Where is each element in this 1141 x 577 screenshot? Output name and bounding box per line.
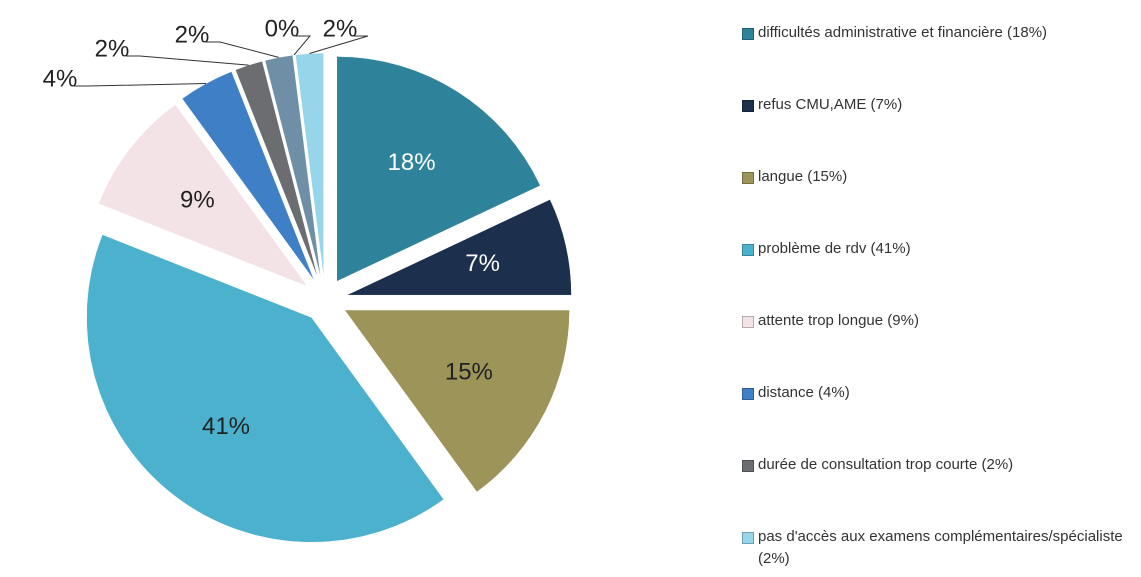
- data-label: 4%: [43, 65, 78, 92]
- legend-label: difficultés administrative et financière…: [758, 24, 1048, 41]
- legend-swatch: [742, 28, 754, 40]
- pie-slice: [346, 199, 572, 296]
- legend-label: refus CMU,AME (7%): [758, 96, 903, 113]
- legend-swatch: [742, 172, 754, 184]
- data-label: 2%: [175, 21, 210, 48]
- legend-swatch: [742, 460, 754, 472]
- legend-swatch: [742, 532, 754, 544]
- legend-label: durée de consultation trop courte (2%): [758, 456, 1014, 473]
- legend-label: attente trop longue (9%): [758, 312, 919, 329]
- legend-item: difficultés administrative et financière…: [742, 22, 1134, 94]
- legend-item: durée de consultation trop courte (2%): [742, 454, 1134, 526]
- pie-slice: [86, 234, 445, 543]
- pie-slice: [181, 71, 315, 281]
- legend-label: langue (15%): [758, 168, 848, 185]
- legend-swatch: [742, 244, 754, 256]
- legend-item: refus CMU,AME (7%): [742, 94, 1134, 166]
- data-label: 15%: [445, 359, 493, 386]
- legend-swatch: [742, 100, 754, 112]
- leader-line: [74, 83, 207, 87]
- legend-label: pas d'accès aux examens complémentaires/…: [758, 528, 1123, 567]
- legend: difficultés administrative et financière…: [742, 22, 1134, 577]
- data-label: 41%: [202, 413, 250, 440]
- legend-item: langue (15%): [742, 166, 1134, 238]
- pie-area: 18% 7% 15% 41% 9% 4% 2% 2% 0% 2%: [43, 15, 572, 543]
- pie-slice: [336, 56, 541, 282]
- legend-label: problème de rdv (41%): [758, 240, 911, 257]
- pie-slice: [98, 104, 309, 288]
- legend-item: pas d'accès aux examens complémentaires/…: [742, 526, 1134, 577]
- legend-swatch: [742, 388, 754, 400]
- legend-label: distance (4%): [758, 384, 850, 401]
- data-label: 0%: [265, 15, 300, 42]
- legend-item: distance (4%): [742, 382, 1134, 454]
- legend-swatch: [742, 316, 754, 328]
- legend-item: problème de rdv (41%): [742, 238, 1134, 310]
- data-label: 9%: [180, 186, 215, 213]
- pie-slice: [344, 309, 570, 493]
- leader-line: [126, 55, 249, 66]
- data-label: 2%: [95, 35, 130, 62]
- leader-line: [206, 41, 279, 58]
- data-label: 18%: [388, 149, 436, 176]
- data-label: 2%: [323, 15, 358, 42]
- legend-item: attente trop longue (9%): [742, 310, 1134, 382]
- leader-line: [309, 35, 369, 54]
- data-label: 7%: [465, 250, 500, 277]
- leader-line: [293, 35, 312, 56]
